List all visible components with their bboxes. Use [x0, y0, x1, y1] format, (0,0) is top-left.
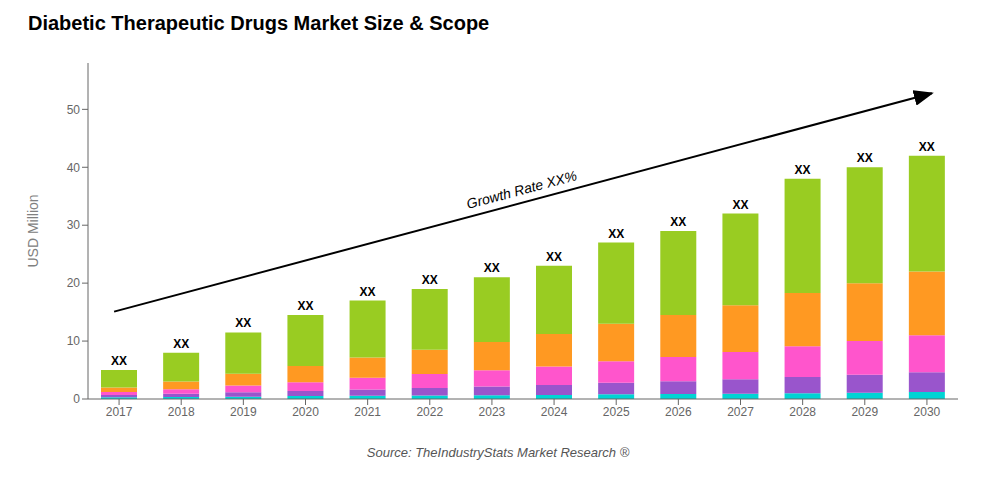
html-text:Source: TheIndustryStats Marke: Source: TheIndustryStats Market Research… — [366, 445, 630, 460]
svg-text:2025: 2025 — [603, 405, 630, 419]
svg-text:XX: XX — [297, 299, 313, 313]
svg-text:2027: 2027 — [727, 405, 754, 419]
svg-text:XX: XX — [919, 140, 935, 154]
svg-text:XX: XX — [795, 163, 811, 177]
svg-text:2028: 2028 — [789, 405, 816, 419]
svg-text:XX: XX — [670, 215, 686, 229]
svg-text:2026: 2026 — [665, 405, 692, 419]
svg-text:USD Million: USD Million — [25, 194, 41, 267]
svg-text:2022: 2022 — [416, 405, 443, 419]
svg-text:2021: 2021 — [354, 405, 381, 419]
svg-text:2023: 2023 — [479, 405, 506, 419]
svg-text:XX: XX — [173, 337, 189, 351]
svg-text:2024: 2024 — [541, 405, 568, 419]
svg-text:2030: 2030 — [914, 405, 941, 419]
svg-text:XX: XX — [546, 250, 562, 264]
html-text:Diabetic Therapeutic Drugs Mar: Diabetic Therapeutic Drugs Market Size &… — [28, 12, 490, 34]
svg-text:XX: XX — [857, 151, 873, 165]
svg-text:XX: XX — [608, 227, 624, 241]
svg-text:Growth Rate XX%: Growth Rate XX% — [465, 167, 579, 212]
svg-text:XX: XX — [360, 285, 376, 299]
svg-text:XX: XX — [111, 354, 127, 368]
svg-text:50: 50 — [67, 103, 81, 117]
svg-text:20: 20 — [67, 276, 81, 290]
svg-text:XX: XX — [422, 273, 438, 287]
svg-text:XX: XX — [732, 198, 748, 212]
svg-text:2019: 2019 — [230, 405, 257, 419]
svg-text:XX: XX — [484, 261, 500, 275]
svg-text:2018: 2018 — [168, 405, 195, 419]
svg-text:40: 40 — [67, 161, 81, 175]
svg-text:2017: 2017 — [106, 405, 133, 419]
svg-text:30: 30 — [67, 218, 81, 232]
svg-text:2029: 2029 — [851, 405, 878, 419]
svg-text:10: 10 — [67, 334, 81, 348]
svg-text:2020: 2020 — [292, 405, 319, 419]
svg-text:0: 0 — [73, 392, 80, 406]
svg-text:XX: XX — [235, 316, 251, 330]
